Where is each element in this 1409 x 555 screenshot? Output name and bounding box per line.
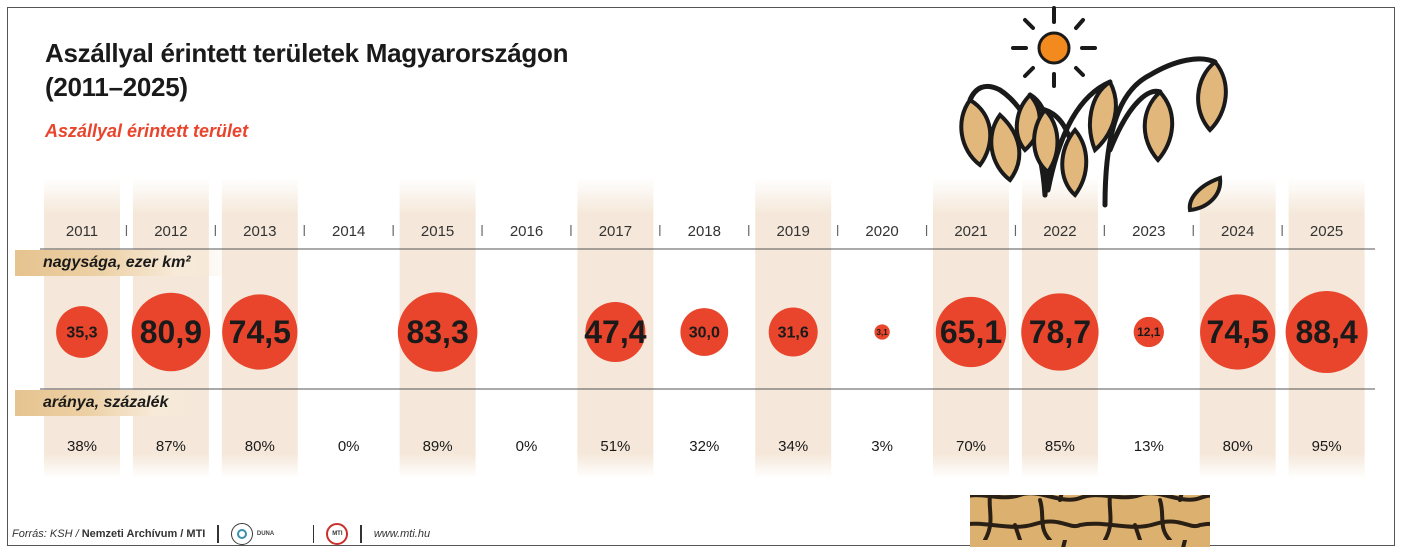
- row-label-share: aránya, százalék: [15, 390, 200, 416]
- share-labels: 38% 87% 80% 0% 89% 0% 51% 32% 34% 3% 70% 85% 13% 80% 9…: [67, 438, 1342, 455]
- share-label-2024: 80%: [1223, 438, 1253, 455]
- year-label-2014: 2014: [332, 223, 365, 240]
- sun-icon: [1011, 6, 1097, 88]
- share-label-2012: 87%: [156, 438, 186, 455]
- share-label-2022: 85%: [1045, 438, 1075, 455]
- chart-title-line-1: Aszállyal érintett területek Magyarorszá…: [45, 38, 569, 68]
- bubble-2019: [768, 307, 818, 357]
- duna-logo-text: DUNA: [256, 530, 275, 537]
- source-bold: Nemzeti Archívum / MTI: [81, 528, 206, 540]
- year-label-2022: 2022: [1043, 223, 1076, 240]
- share-label-2011: 38%: [67, 438, 97, 455]
- cracked-ground-icon: [970, 495, 1210, 547]
- duna-logo-mark: [230, 523, 253, 545]
- bubble-2021: [935, 296, 1007, 368]
- year-label-2015: 2015: [421, 223, 454, 240]
- bubble-label-2012: 80,9: [140, 314, 202, 350]
- mti-logo-icon: MTI: [326, 523, 349, 545]
- wilted-plant-icon: [959, 56, 1228, 213]
- bubble-2015: [397, 292, 478, 372]
- year-label-2025: 2025: [1310, 223, 1343, 240]
- year-label-2013: 2013: [243, 223, 276, 240]
- bubble-label-2021: 65,1: [940, 314, 1002, 350]
- share-label-2015: 89%: [423, 438, 453, 455]
- bubbles: 35,3 80,9 74,5 83,3 47,4 30,0 31,6 3,1 65,1 78,7 1…: [56, 291, 1368, 373]
- year-label-2017: 2017: [599, 223, 632, 240]
- share-label-2021: 70%: [956, 438, 986, 455]
- bubble-2013: [222, 294, 298, 370]
- bubble-2020: [874, 324, 890, 340]
- source-text: Forrás: KSH / Nemzeti Archívum / MTI: [12, 528, 205, 540]
- chart-subtitle: Aszállyal érintett terület: [45, 121, 249, 141]
- footer-separator: [360, 525, 362, 543]
- year-label-2023: 2023: [1132, 223, 1165, 240]
- chart-title-line-2: (2011–2025): [45, 72, 188, 102]
- year-label-2012: 2012: [154, 223, 187, 240]
- year-label-2021: 2021: [954, 223, 987, 240]
- year-labels: 2011 2012 2013 2014 2015 2016 2017 2018 2019 2020…: [66, 223, 1343, 240]
- bubble-label-2011: 35,3: [66, 325, 97, 342]
- share-label-2020: 3%: [871, 438, 893, 455]
- bubble-2012: [131, 292, 211, 372]
- share-label-2023: 13%: [1134, 438, 1164, 455]
- footer-separator: [217, 525, 219, 543]
- year-label-2024: 2024: [1221, 223, 1254, 240]
- duna-logo-icon: DUNA: [230, 523, 301, 545]
- share-label-2025: 95%: [1312, 438, 1342, 455]
- share-label-2017: 51%: [600, 438, 630, 455]
- bubble-label-2022: 78,7: [1029, 314, 1091, 350]
- share-label-2019: 34%: [778, 438, 808, 455]
- year-label-2018: 2018: [688, 223, 721, 240]
- bubble-label-2019: 31,6: [778, 325, 809, 342]
- bubble-label-2024: 74,5: [1207, 314, 1269, 350]
- year-label-2016: 2016: [510, 223, 543, 240]
- bubble-label-2013: 74,5: [229, 314, 291, 350]
- year-label-2011: 2011: [66, 223, 98, 240]
- footer-url[interactable]: www.mti.hu: [373, 528, 431, 540]
- share-label-2013: 80%: [245, 438, 275, 455]
- bubble-label-2025: 88,4: [1295, 314, 1357, 350]
- footer-separator: [312, 525, 315, 543]
- bubble-2023: [1133, 316, 1164, 348]
- footer: Forrás: KSH / Nemzeti Archívum / MTI DUN…: [12, 520, 430, 548]
- bubble-label-2015: 83,3: [406, 314, 468, 350]
- year-separators: [125, 225, 1283, 236]
- bubble-2022: [1021, 293, 1099, 371]
- bubble-label-2017: 47,4: [584, 314, 646, 350]
- bubble-2024: [1200, 294, 1276, 370]
- bubble-2011: [56, 306, 108, 358]
- bubble-2025: [1285, 291, 1368, 373]
- bubble-label-2023: 12,1: [1137, 325, 1161, 339]
- bubble-label-2018: 30,0: [689, 325, 720, 342]
- year-label-2019: 2019: [777, 223, 810, 240]
- bubble-2017: [585, 301, 646, 363]
- year-label-2020: 2020: [865, 223, 898, 240]
- bubble-label-2020: 3,1: [877, 328, 889, 337]
- row-label-size: nagysága, ezer km²: [15, 250, 230, 276]
- share-label-2018: 32%: [689, 438, 719, 455]
- share-label-2016: 0%: [516, 438, 538, 455]
- share-label-2014: 0%: [338, 438, 360, 455]
- bubble-2018: [680, 308, 729, 356]
- chart-title: Aszállyal érintett területek Magyarorszá…: [45, 36, 568, 104]
- source-prefix: Forrás: KSH /: [12, 528, 79, 540]
